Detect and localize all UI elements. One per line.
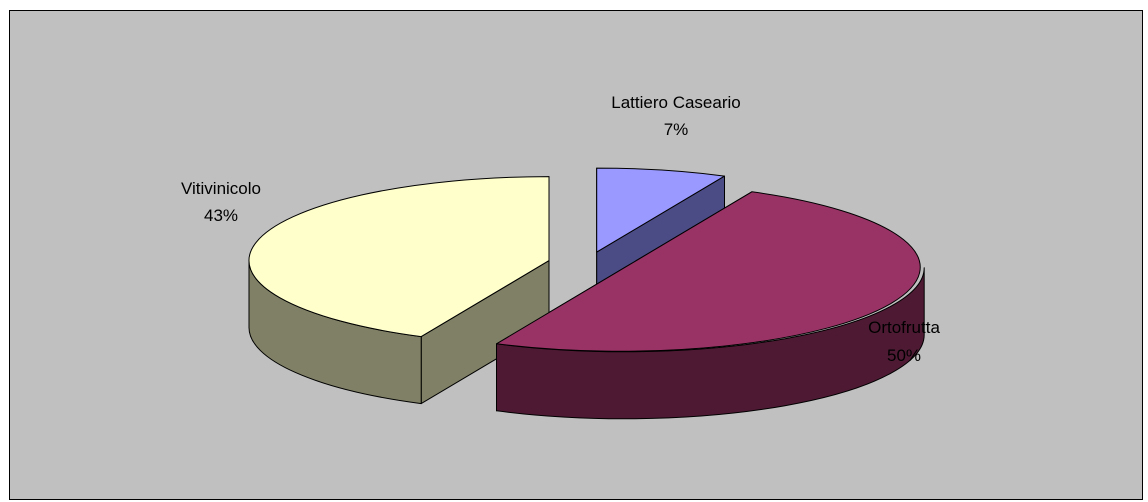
pie-slice-ortofrutta-side <box>496 267 925 420</box>
label-ortofrutta-name: Ortofrutta <box>868 318 940 337</box>
chart-area: Lattiero Caseario 7% Ortofrutta 50% Viti… <box>9 10 1143 500</box>
pie-slice-ortofrutta <box>496 191 921 352</box>
label-vitivinicolo-name: Vitivinicolo <box>181 179 261 198</box>
pie-slice-lattiero-caseario <box>596 167 725 253</box>
label-vitivinicolo-pct: 43% <box>204 206 238 225</box>
label-lattiero-caseario-name: Lattiero Caseario <box>611 93 740 112</box>
pie-slice-vitivinicolo <box>248 176 550 338</box>
label-lattiero-caseario-pct: 7% <box>664 120 689 139</box>
pie-chart: Lattiero Caseario 7% Ortofrutta 50% Viti… <box>181 93 940 420</box>
label-ortofrutta-pct: 50% <box>887 346 921 365</box>
